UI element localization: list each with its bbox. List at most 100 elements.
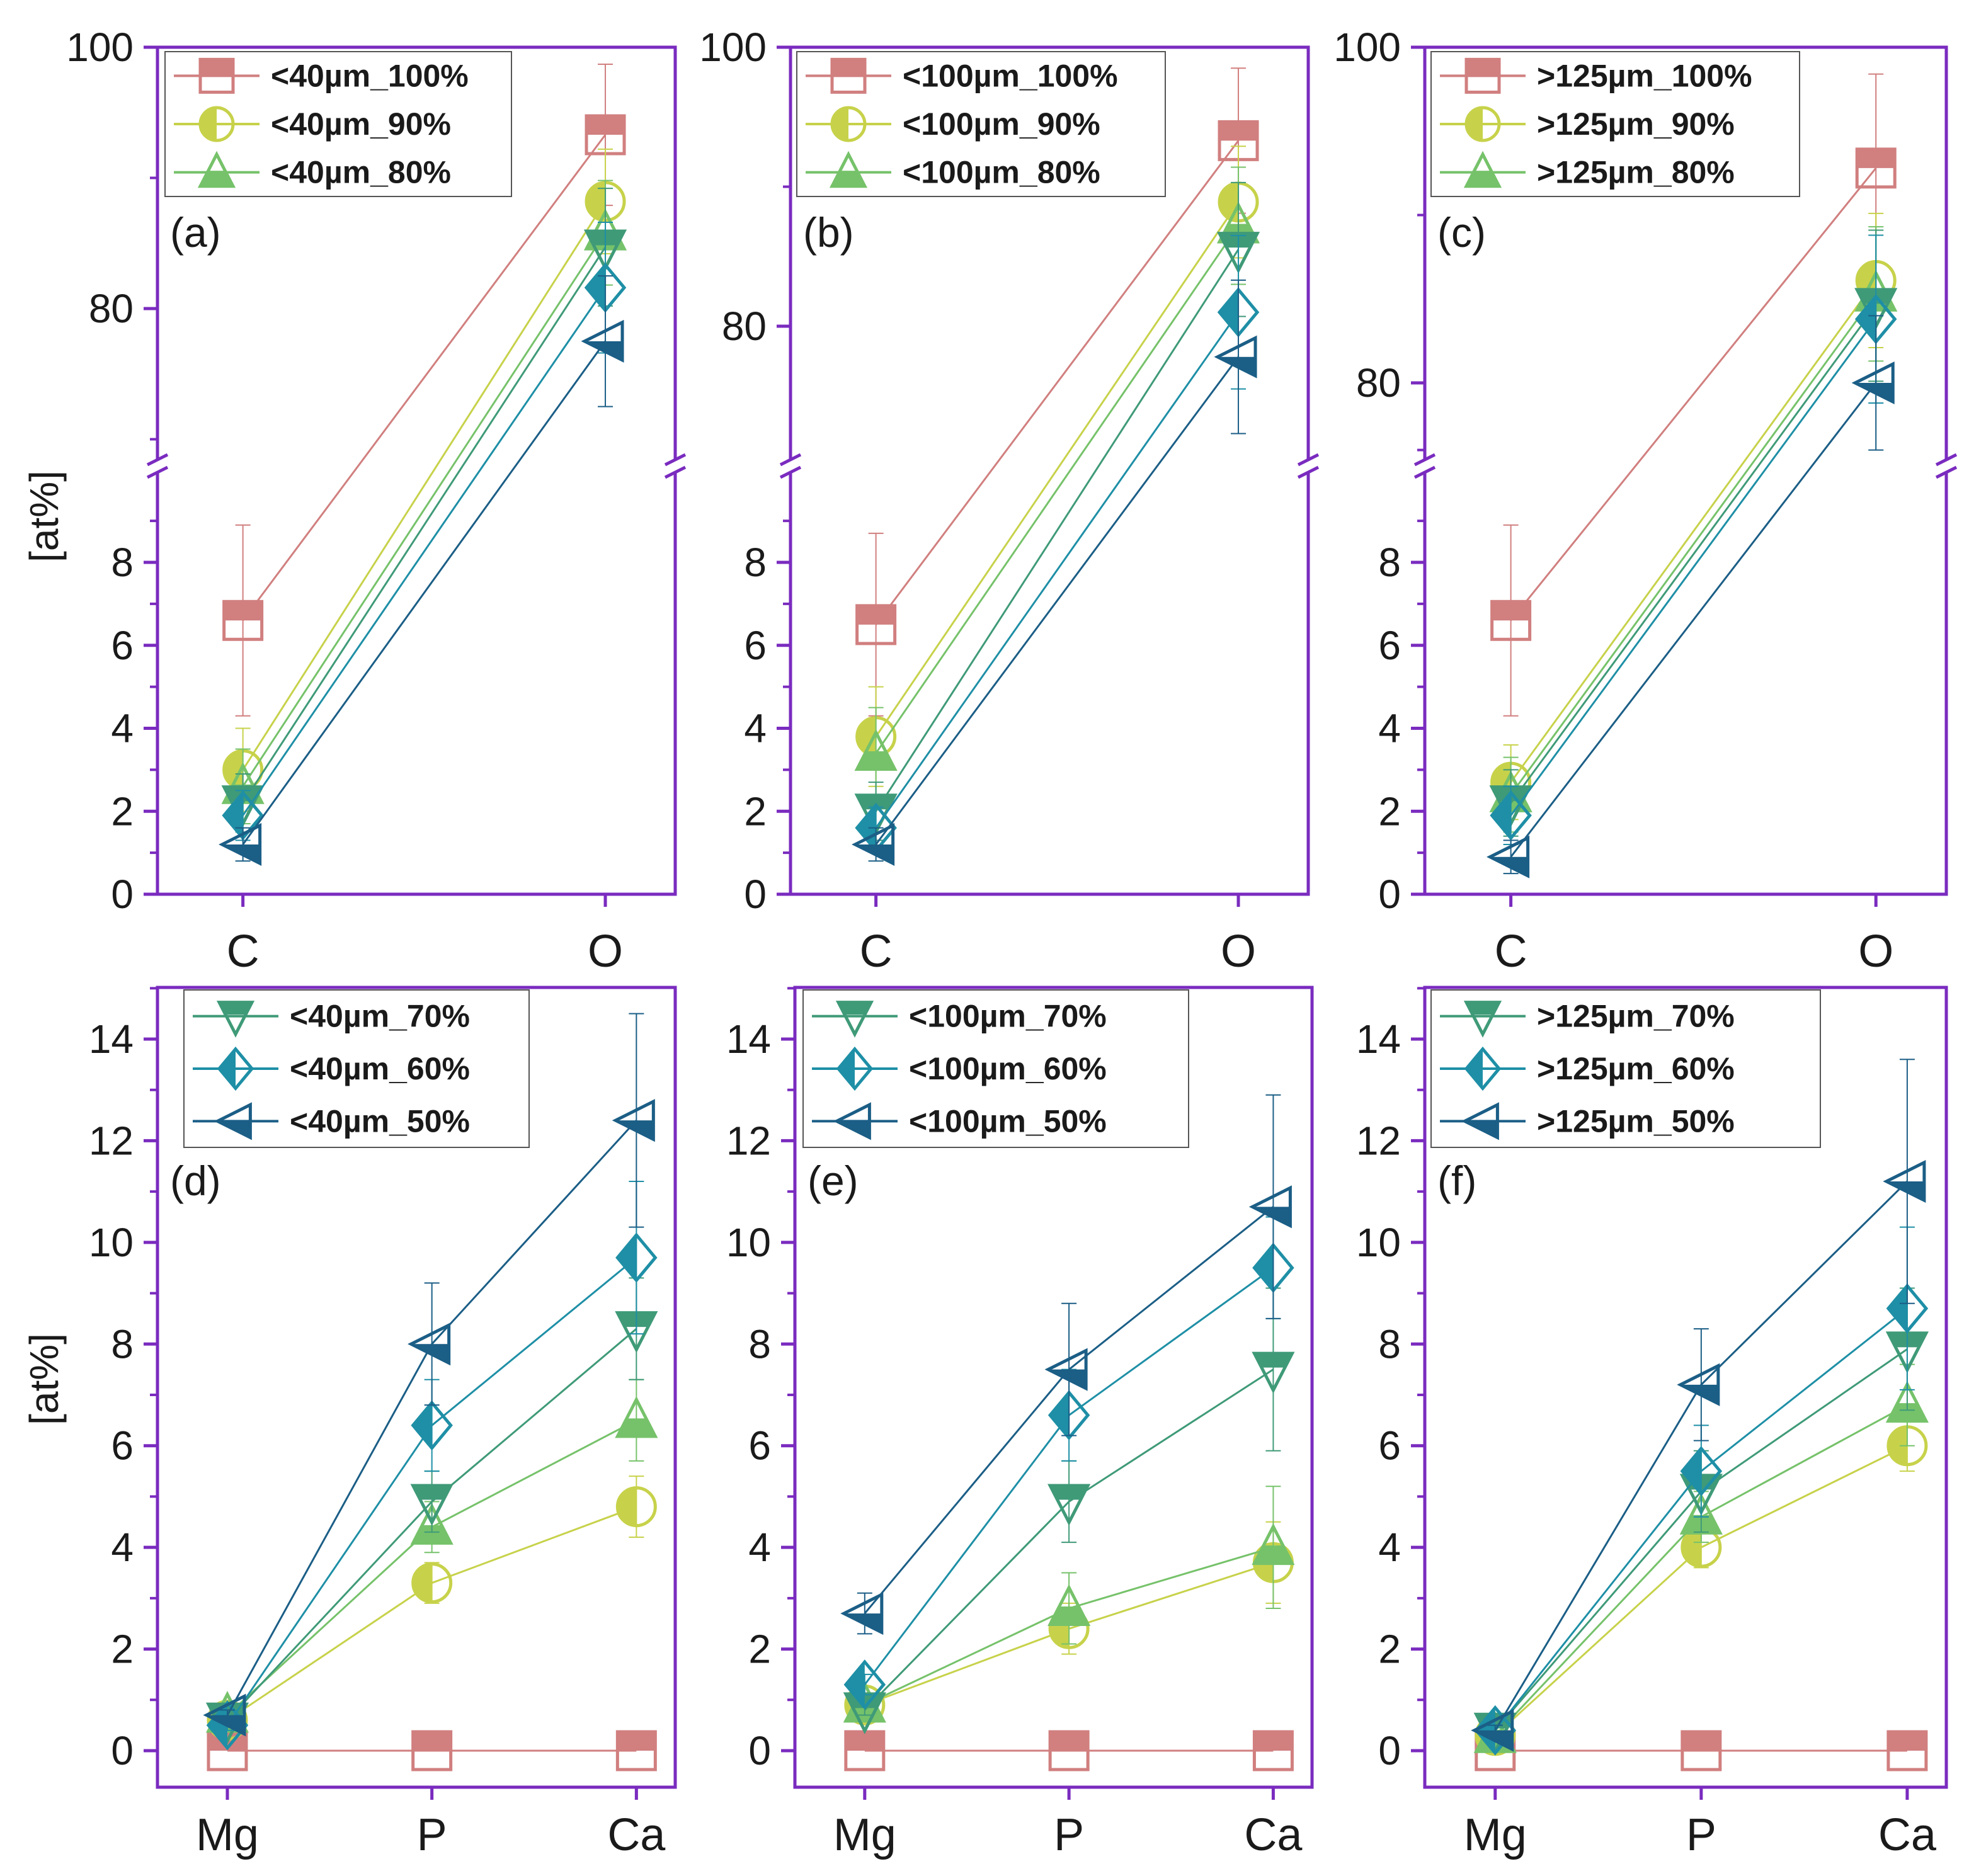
axis-break-mark <box>664 465 687 479</box>
y-tick-label: 6 <box>1378 623 1401 668</box>
y-tick-label: 6 <box>111 623 134 668</box>
legend-marker-circle <box>830 106 867 142</box>
data-point-triangle-down <box>410 1484 454 1526</box>
x-tick-label: O <box>1221 926 1256 977</box>
y-tick-label: 8 <box>748 1321 771 1367</box>
series-line <box>1510 382 1877 858</box>
series-line <box>875 249 1240 812</box>
legend-label: <100µm_90% <box>903 106 1100 142</box>
series-line <box>242 232 607 787</box>
legend-top-1: <100µm_100% <100µm_90% <100µm_80% <box>796 51 1166 197</box>
panel-label: (d) <box>170 1157 221 1204</box>
y-tick-label: 14 <box>1356 1016 1401 1062</box>
axis-break-mark <box>664 453 687 467</box>
axes-frame <box>789 45 1310 896</box>
legend-top-2: >125µm_100% >125µm_90% >125µm_80% <box>1430 51 1800 197</box>
data-point-triangle-left <box>203 1693 246 1737</box>
legend-marker-triangle-down <box>1463 1001 1502 1038</box>
y-tick-label: 80 <box>1356 360 1401 406</box>
series-line <box>875 356 1240 845</box>
data-point-triangle-down <box>1252 1351 1295 1394</box>
y-tick-label: 2 <box>748 1627 771 1672</box>
axes-frame <box>793 986 1314 1789</box>
y-tick-label: 0 <box>111 872 134 917</box>
y-tick-label: 14 <box>89 1016 134 1062</box>
y-tick-label: 2 <box>111 788 134 834</box>
y-tick-label: 8 <box>111 540 134 585</box>
series-line <box>875 202 1240 737</box>
x-tick-label: O <box>588 926 623 977</box>
data-point-square <box>1681 1730 1722 1771</box>
y-tick-label: 4 <box>748 1525 771 1570</box>
series-line <box>875 140 1240 625</box>
x-tick-label: O <box>1858 926 1893 977</box>
data-point-triangle-left <box>852 822 895 866</box>
y-tick-label: 6 <box>744 623 767 668</box>
y-tick-label: 80 <box>722 304 767 349</box>
y-tick-label: 12 <box>1356 1118 1401 1163</box>
y-tick-label: 0 <box>744 872 767 917</box>
series-line <box>1510 167 1877 622</box>
legend-marker-triangle-left <box>1461 1102 1499 1140</box>
legend-marker-triangle-up <box>197 151 236 188</box>
series-line <box>1510 280 1877 783</box>
data-point-triangle-left <box>1677 1363 1720 1406</box>
legend-marker-circle <box>198 106 235 142</box>
series-line <box>1510 305 1877 804</box>
data-point-circle <box>411 1562 453 1604</box>
axis-break-mark <box>779 465 802 479</box>
legend-marker-triangle-up <box>829 151 868 188</box>
data-point-square <box>844 1730 886 1771</box>
data-point-diamond <box>411 1400 453 1451</box>
x-tick-label: Ca <box>1878 1810 1937 1860</box>
y-tick-label: 80 <box>89 286 134 331</box>
legend-marker-diamond <box>836 1046 874 1091</box>
axes-frame <box>1423 986 1948 1789</box>
y-tick-label: 0 <box>111 1728 134 1773</box>
legend-label: <100µm_80% <box>903 155 1100 190</box>
data-point-triangle-left <box>1044 1348 1088 1391</box>
legend-marker-square <box>830 57 867 94</box>
series-line <box>242 201 607 771</box>
y-tick-label: 8 <box>1378 1321 1401 1367</box>
y-tick-label: 4 <box>111 1525 134 1570</box>
legend-marker-diamond <box>1464 1046 1502 1091</box>
y-tick-label: 8 <box>111 1321 134 1367</box>
data-point-square <box>411 1730 453 1771</box>
y-tick-label: 6 <box>111 1423 134 1469</box>
data-point-square <box>1855 147 1897 189</box>
y-tick-label: 10 <box>89 1220 134 1265</box>
data-point-triangle-left <box>1851 361 1895 405</box>
legend-label: >125µm_50% <box>1537 1103 1735 1139</box>
legend-marker-circle <box>1464 106 1501 142</box>
axis-break-mark <box>1297 465 1320 479</box>
panel-label: (f) <box>1437 1157 1476 1204</box>
x-tick-label: C <box>860 926 893 977</box>
legend-label: >125µm_80% <box>1537 155 1735 190</box>
y-tick-label: 4 <box>1378 1525 1401 1570</box>
data-point-triangle-up <box>410 1503 454 1545</box>
legend-marker-triangle-left <box>833 1102 871 1140</box>
legend-label: >125µm_60% <box>1537 1051 1735 1086</box>
legend-marker-triangle-up <box>1463 151 1502 188</box>
axis-break-mark <box>1935 453 1958 467</box>
data-point-square <box>585 114 626 156</box>
series-line <box>242 340 607 845</box>
axis-break-mark <box>1297 453 1320 467</box>
data-point-diamond <box>843 1659 886 1710</box>
data-point-triangle-left <box>1883 1159 1926 1203</box>
data-point-square <box>1218 120 1259 161</box>
data-point-triangle-up <box>854 729 898 771</box>
legend-label: <40µm_50% <box>290 1103 470 1139</box>
data-point-square <box>1252 1730 1294 1771</box>
legend-marker-square <box>1464 57 1501 94</box>
legend-marker-diamond <box>217 1046 254 1091</box>
x-tick-label: Ca <box>607 1810 666 1860</box>
x-tick-label: P <box>417 1810 447 1860</box>
data-point-triangle-left <box>1248 1185 1292 1229</box>
